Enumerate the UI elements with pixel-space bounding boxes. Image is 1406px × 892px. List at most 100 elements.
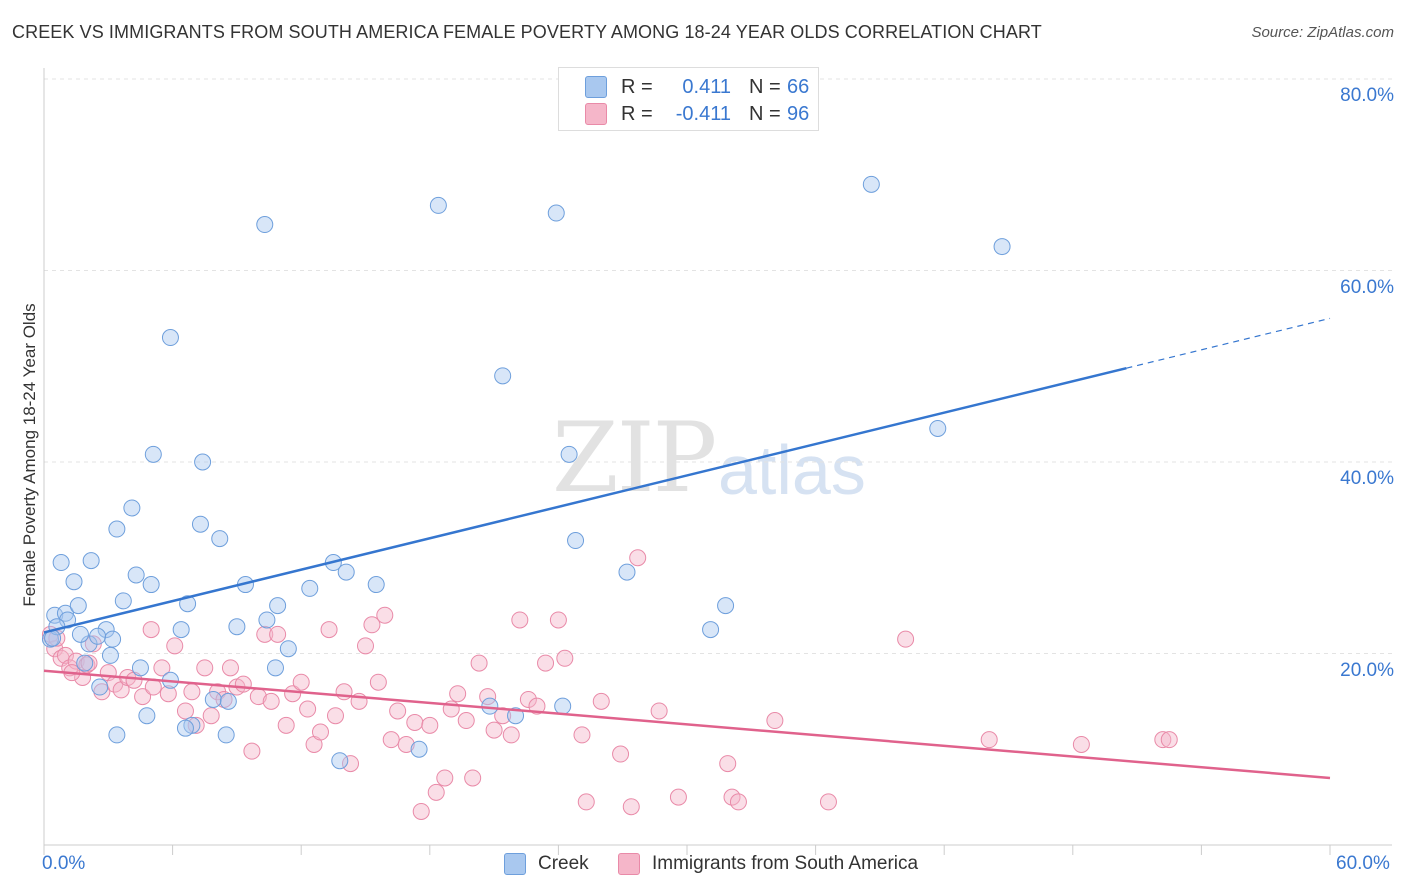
creek-point xyxy=(123,499,141,517)
immigrants-point xyxy=(669,788,687,806)
immigrants-point xyxy=(67,652,85,670)
creek-point xyxy=(993,238,1011,256)
creek-point xyxy=(131,659,149,677)
immigrants-point xyxy=(457,712,475,730)
creek-point xyxy=(69,597,87,615)
creek-point xyxy=(211,530,229,548)
immigrants-point xyxy=(729,793,747,811)
bottom-legend-label-immigrants: Immigrants from South America xyxy=(652,853,919,874)
watermark-atlas: atlas xyxy=(718,431,866,509)
immigrants-point xyxy=(556,649,574,667)
legend-row-immigrants: R = -0.411 N = 96 xyxy=(585,101,809,127)
watermark-zip: ZIP xyxy=(552,402,717,514)
immigrants-point xyxy=(326,707,344,725)
creek-point xyxy=(618,563,636,581)
creek-point xyxy=(494,367,512,385)
y-tick-label: 60.0% xyxy=(1340,276,1394,298)
immigrants-point xyxy=(256,625,274,643)
immigrants-point xyxy=(46,640,64,658)
creek-point xyxy=(367,576,385,594)
creek-point xyxy=(91,678,109,696)
creek-point xyxy=(547,204,565,222)
immigrants-point xyxy=(436,769,454,787)
creek-point xyxy=(89,627,107,645)
creek-point xyxy=(104,630,122,648)
creek-point xyxy=(108,726,126,744)
immigrants-point xyxy=(382,731,400,749)
immigrants-point xyxy=(485,721,503,739)
creek-trend-line xyxy=(43,366,1127,634)
immigrants-point xyxy=(537,654,555,672)
creek-point xyxy=(176,719,194,737)
y-tick-label: 40.0% xyxy=(1340,468,1394,489)
legend-n-value: 66 xyxy=(787,75,810,98)
immigrants-point xyxy=(243,742,261,760)
legend-swatch-immigrants xyxy=(585,103,607,125)
bottom-legend-creek: Creek xyxy=(504,851,589,877)
creek-point xyxy=(76,654,94,672)
immigrants-point xyxy=(502,726,520,744)
x-tick-label-min: 0.0% xyxy=(42,853,86,874)
creek-point xyxy=(127,566,145,584)
x-tick-label-max: 60.0% xyxy=(1336,853,1390,874)
legend-n-label: N = xyxy=(749,102,781,125)
creek-point xyxy=(108,520,126,538)
creek-point xyxy=(191,515,209,533)
immigrants-point xyxy=(629,549,647,567)
immigrants-point xyxy=(84,635,102,653)
creek-point xyxy=(717,597,735,615)
immigrants-point xyxy=(277,716,295,734)
immigrants-point xyxy=(284,685,302,703)
creek-point xyxy=(279,640,297,658)
immigrants-point xyxy=(292,673,310,691)
creek-point xyxy=(256,216,274,234)
immigrants-point xyxy=(363,616,381,634)
creek-point xyxy=(65,573,83,591)
immigrants-point xyxy=(183,683,201,701)
immigrants-point xyxy=(299,700,317,718)
creek-point xyxy=(71,625,89,643)
immigrants-point xyxy=(166,637,184,655)
creek-point xyxy=(258,611,276,629)
immigrants-point xyxy=(262,692,280,710)
creek-point xyxy=(101,646,119,664)
legend-r-value: -0.411 xyxy=(675,102,731,125)
creek-point xyxy=(194,453,212,471)
bottom-legend-label-creek: Creek xyxy=(538,853,589,874)
creek-point xyxy=(410,740,428,758)
data-points xyxy=(41,175,1178,820)
immigrants-point xyxy=(573,726,591,744)
immigrants-point xyxy=(897,630,915,648)
immigrants-point xyxy=(650,702,668,720)
immigrants-point xyxy=(427,783,445,801)
creek-point xyxy=(114,592,132,610)
immigrants-point xyxy=(612,745,630,763)
creek-point xyxy=(862,175,880,193)
immigrants-point xyxy=(412,802,430,820)
correlation-legend: R = 0.411 N = 66 R = -0.411 N = 96 xyxy=(558,67,819,131)
creek-point xyxy=(481,697,499,715)
immigrants-point xyxy=(1154,731,1172,749)
legend-n-value: 96 xyxy=(787,102,810,125)
trend-lines xyxy=(43,317,1331,780)
immigrants-point xyxy=(528,697,546,715)
bottom-legend-swatch-immigrants xyxy=(618,853,640,875)
immigrants-point xyxy=(153,659,171,677)
creek-point xyxy=(702,621,720,639)
creek-point xyxy=(59,611,77,629)
creek-point xyxy=(82,552,100,570)
creek-point xyxy=(266,659,284,677)
creek-point xyxy=(172,621,190,639)
grid-lines xyxy=(44,78,1392,654)
creek-point xyxy=(269,597,287,615)
creek-trend-extension xyxy=(1126,317,1331,369)
immigrants-point xyxy=(389,702,407,720)
immigrants-point xyxy=(464,769,482,787)
creek-point xyxy=(56,604,74,622)
immigrants-point xyxy=(142,621,160,639)
immigrants-point xyxy=(311,723,329,741)
creek-point xyxy=(560,445,578,463)
immigrants-point xyxy=(1160,731,1178,749)
creek-point xyxy=(144,445,162,463)
immigrants-point xyxy=(592,692,610,710)
